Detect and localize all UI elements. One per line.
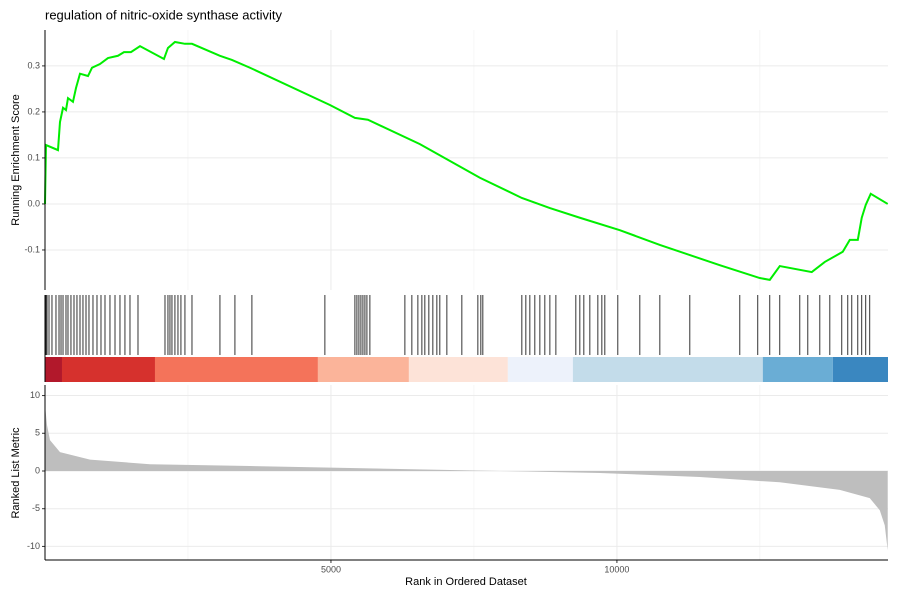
color-band <box>832 357 888 382</box>
y-tick-label: 0.0 <box>27 198 40 208</box>
color-band <box>317 357 409 382</box>
y-tick-label: -0.1 <box>24 244 40 254</box>
y2-tick-label: 5 <box>35 428 40 438</box>
chart-title: regulation of nitric-oxide synthase acti… <box>45 7 283 22</box>
color-band <box>572 357 763 382</box>
y2-tick-label: -5 <box>32 503 40 513</box>
x-tick-label: 10000 <box>604 564 629 574</box>
color-band <box>61 357 155 382</box>
y-tick-label: 0.3 <box>27 60 40 70</box>
y2-axis-label: Ranked List Metric <box>10 427 22 519</box>
es-line <box>44 40 889 281</box>
y2-tick-label: 0 <box>35 465 40 475</box>
y-tick-label: 0.1 <box>27 152 40 162</box>
color-band <box>507 357 573 382</box>
y2-tick-label: -10 <box>27 541 40 551</box>
color-band <box>45 357 62 382</box>
y-tick-label: 0.2 <box>27 106 40 116</box>
y-axis-label: Running Enrichment Score <box>10 94 22 225</box>
x-tick-label: 5000 <box>321 564 341 574</box>
color-band <box>762 357 833 382</box>
metric-area <box>45 405 888 551</box>
y2-tick-label: 10 <box>30 390 40 400</box>
color-band <box>154 357 318 382</box>
color-band <box>408 357 508 382</box>
x-axis-label: Rank in Ordered Dataset <box>405 576 527 588</box>
